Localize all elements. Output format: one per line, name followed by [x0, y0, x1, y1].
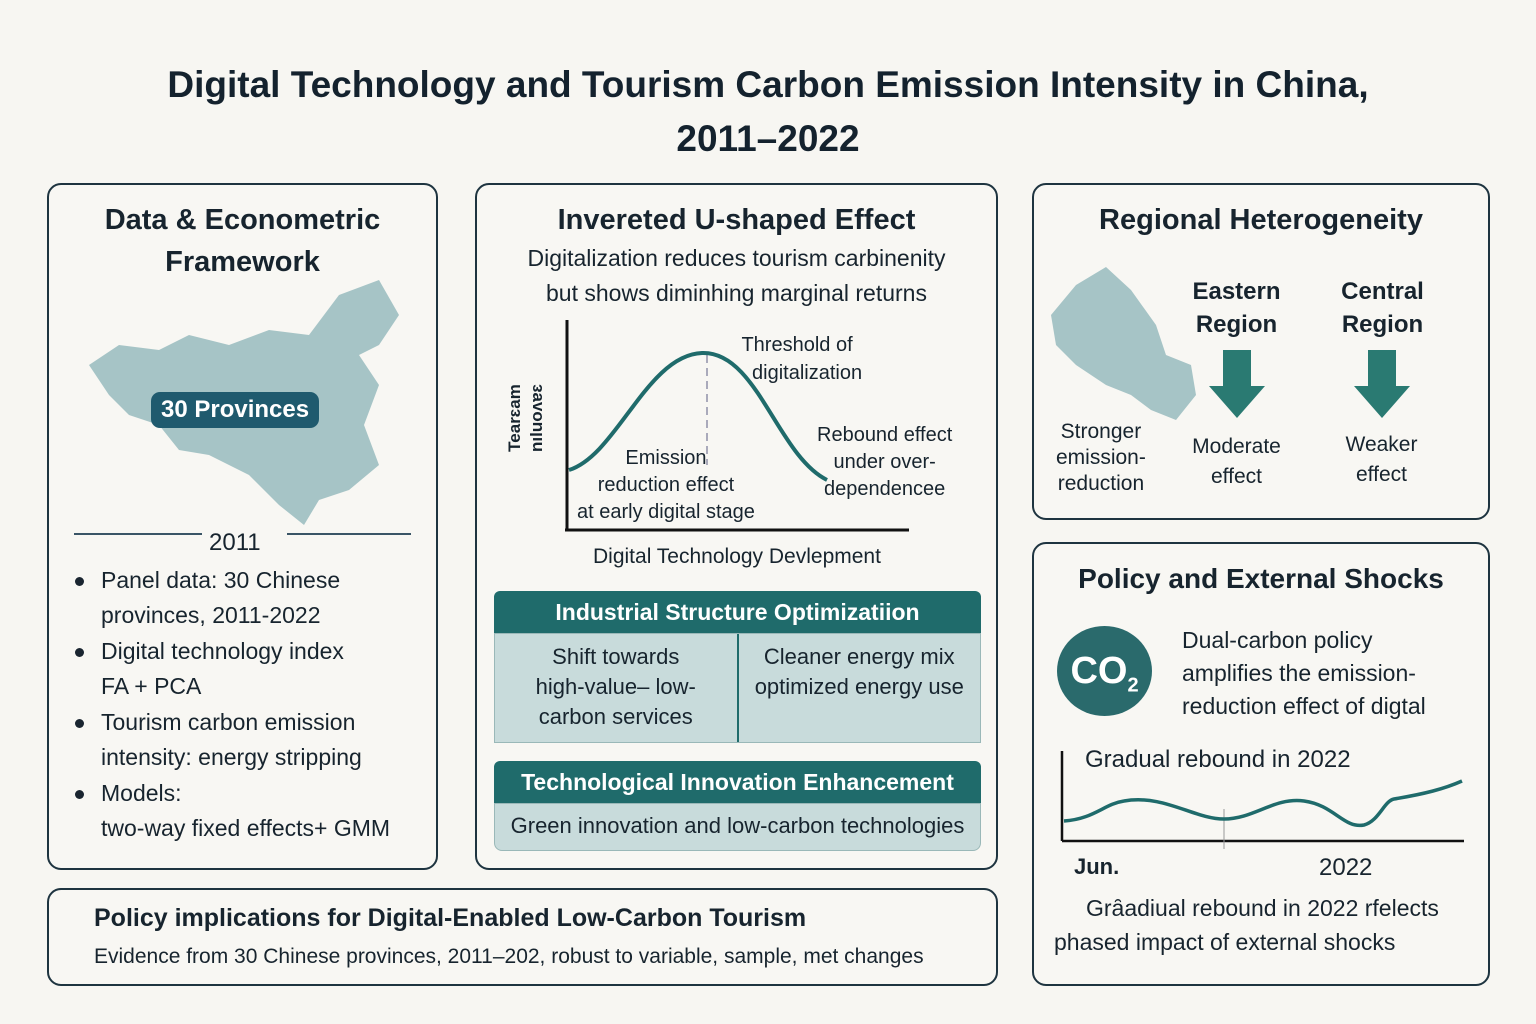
central-label: Central Region: [1341, 278, 1424, 338]
industrial-structure-box: Industrial Structure Optimizatiion Shift…: [494, 591, 981, 743]
policy-text: Dual-carbon policy amplifies the emission…: [1182, 627, 1426, 719]
regional-panel: Regional Heterogeneity Eastern Region Cen…: [1032, 183, 1490, 520]
year-label: 2011: [209, 529, 261, 556]
title-line-2: 2011–2022: [676, 118, 860, 159]
policy-implications-panel: Policy implications for Digital-Enabled …: [47, 888, 998, 986]
eastern-label: Eastern Region: [1192, 278, 1281, 338]
stronger-label: Stronger emission-reduction: [1056, 420, 1146, 495]
title-line-1: Digital Technology and Tourism Carbon Em…: [167, 64, 1369, 105]
tech-innovation-box: Technological Innovation Enhancement Gre…: [494, 761, 981, 851]
data-framework-panel: Data & Econometric Framework 30 Provinces…: [47, 183, 438, 870]
y-axis-label: Tearɛam nıluoʌɐɛ: [505, 384, 546, 452]
x-label-jun: Jun.: [1074, 854, 1120, 879]
eastern-down-arrow-icon: [1209, 350, 1265, 418]
rebound-line-chart: [1060, 751, 1464, 849]
region-map: [1051, 267, 1196, 420]
framework-list: Panel data: 30 Chinese provinces, 2011-20…: [49, 563, 435, 847]
tie-title: Technological Innovation Enhancement: [494, 761, 981, 803]
emission-label: Emission reduction effect at early digital…: [577, 447, 755, 523]
u-subtitle: Digitalization reduces tourism carbineni…: [527, 245, 946, 306]
u-shaped-panel: Invereted U-shaped Effect Digitalization…: [475, 183, 998, 870]
u-curve: [568, 350, 828, 482]
panel-heading: Data & Econometric Framework: [104, 204, 381, 278]
page-title: Digital Technology and Tourism Carbon Em…: [0, 58, 1536, 166]
policy-shocks-panel: Policy and External Shocks CO2 Dual-carb…: [1032, 542, 1490, 986]
provinces-badge: 30 Provinces: [151, 392, 320, 428]
isi-left: Shift towards high-value– low-carbon serv…: [495, 634, 739, 742]
chart-title: Gradual rebound in 2022: [1085, 746, 1351, 773]
x-label-2022: 2022: [1319, 854, 1373, 881]
implications-heading: Policy implications for Digital-Enabled …: [94, 904, 807, 932]
list-item: Tourism carbon emission intensity: energy…: [49, 705, 435, 775]
panel-heading: Policy and External Shocks: [1078, 563, 1444, 594]
x-axis-label: Digital Technology Devlepment: [593, 545, 881, 568]
implications-body: Evidence from 30 Chinese provinces, 2011…: [94, 945, 924, 968]
panel-heading: Invereted U-shaped Effect: [557, 204, 916, 236]
isi-body: Shift towards high-value– low-carbon serv…: [494, 633, 981, 743]
divider-left: [74, 533, 202, 535]
divider-right: [287, 533, 411, 535]
central-down-arrow-icon: [1354, 350, 1410, 418]
tie-body: Green innovation and low-carbon technolo…: [494, 803, 981, 851]
panel-heading: Regional Heterogeneity: [1099, 204, 1423, 236]
list-item: Models: two-way fixed effects+ GMM: [49, 776, 435, 846]
isi-title: Industrial Structure Optimizatiion: [494, 591, 981, 633]
isi-right: Cleaner energy mix optimized energy use: [754, 644, 964, 699]
moderate-label: Moderate effect: [1192, 435, 1281, 488]
list-item: Panel data: 30 Chinese provinces, 2011-20…: [49, 563, 435, 633]
rebound-line: [1063, 779, 1463, 828]
u-curve-chart: [565, 320, 909, 532]
threshold-label: Threshold of digitalization: [741, 334, 863, 384]
list-item: Digital technology index FA + PCA: [49, 634, 435, 704]
shocks-caption: Grȃadiual rebound in 2022 rfelects phased…: [1054, 895, 1439, 955]
co2-icon: CO2: [1057, 626, 1152, 716]
rebound-label: Rebound effect under over-dependencee: [817, 424, 953, 500]
weaker-label: Weaker effect: [1345, 433, 1418, 486]
